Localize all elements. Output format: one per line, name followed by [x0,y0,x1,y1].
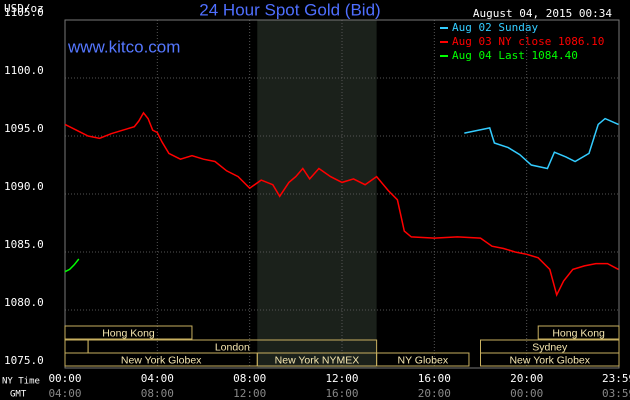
x-tick-label: 16:00 [418,372,451,385]
gmt-tick-label: 12:00 [233,387,266,400]
session-label: Hong Kong [102,327,155,339]
x-tick-label: 08:00 [233,372,266,385]
y-tick-label: 1090.0 [4,180,44,193]
line [64,258,80,273]
x-tick-label: 20:00 [510,372,543,385]
gmt-tick-label: 03:59 [602,387,630,400]
gmt-tick-label: 04:00 [48,387,81,400]
gmt-tick-label: 16:00 [325,387,358,400]
legend-label: Aug 03 NY close 1086.10 [452,35,604,48]
session-box [537,325,620,340]
gmt-tick-label: 00:00 [510,387,543,400]
gmt-tick-label: 08:00 [141,387,174,400]
chart-date: August 04, 2015 00:34 [473,7,612,20]
session-box [64,325,193,340]
session-box [64,339,89,354]
y-tick-label: 1085.0 [4,238,44,251]
session-label: Hong Kong [552,327,605,339]
y-tick-label: 1080.0 [4,296,44,309]
legend-label: Aug 02 Sunday [452,21,538,34]
chart-title: 24 Hour Spot Gold (Bid) [199,0,380,19]
session-label: Sydney [532,341,568,353]
y-tick-label: 1100.0 [4,64,44,77]
y-tick-label: 1095.0 [4,122,44,135]
x-tick-label: 04:00 [141,372,174,385]
session-label: New York Globex [121,354,202,366]
session-label: NY Globex [397,354,448,366]
gmt-row-label: GMT [10,390,27,400]
legend-label: Aug 04 Last 1084.40 [452,49,578,62]
line [64,111,619,298]
plot-border [64,19,620,369]
line [464,117,619,170]
gmt-tick-label: 20:00 [418,387,451,400]
x-tick-label: 00:00 [48,372,81,385]
x-tick-label: 23:59 [602,372,630,385]
x-tick-label: 12:00 [325,372,358,385]
session-box [480,352,620,367]
x-row-label: NY Time [2,377,40,387]
session-box [376,352,470,367]
y-tick-label: 1075.0 [4,354,44,367]
session-label: New York NYMEX [275,354,360,366]
session-label: New York Globex [509,354,590,366]
y-tick-label: 1105.0 [4,6,44,19]
y-unit: USD/oz [4,2,44,15]
session-label: London [215,341,250,353]
watermark: www.kitco.com [67,37,180,56]
